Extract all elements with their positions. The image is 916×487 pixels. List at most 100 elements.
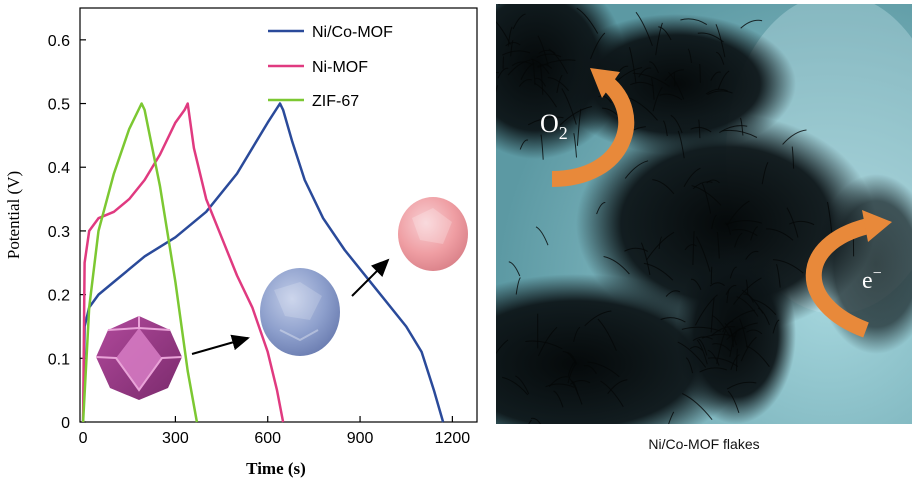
flake-fiber	[627, 97, 658, 121]
flake-fiber	[559, 106, 593, 126]
flake-fiber	[710, 71, 721, 81]
flake-fiber	[726, 381, 757, 390]
flake-fiber	[786, 207, 799, 238]
series-line-ni-mof	[81, 102, 285, 423]
flake-fiber	[690, 278, 702, 291]
flake-fiber	[553, 390, 564, 408]
flake-fiber	[655, 22, 663, 56]
flake-fiber	[750, 226, 759, 241]
flake-fiber	[765, 228, 794, 241]
flake-fiber	[761, 161, 769, 185]
series-line-ni-co-mof	[81, 102, 445, 423]
flake-fiber	[725, 222, 731, 235]
flake-fiber	[691, 185, 722, 206]
flake-fiber	[496, 21, 511, 45]
flake-fiber	[734, 232, 743, 248]
flake-fiber	[727, 390, 740, 414]
flake-fiber	[534, 77, 546, 87]
y-axis-label: Potential (V)	[4, 171, 23, 259]
electron-arrow	[805, 210, 892, 338]
y-tick-label: 0.3	[48, 224, 70, 241]
flake-fiber	[697, 32, 724, 43]
flake-fiber	[739, 318, 748, 348]
flake-fiber	[733, 277, 762, 305]
x-axis-ticks: 0 300 600 900 1200	[79, 416, 470, 447]
flake-fiber	[745, 345, 770, 367]
flake-fiber	[583, 365, 597, 374]
legend-label-zif67: ZIF-67	[312, 93, 359, 110]
flake-fiber	[716, 51, 725, 65]
flake-fiber	[722, 321, 734, 333]
flake-fiber	[505, 41, 521, 47]
flake-fiber	[624, 160, 649, 179]
x-axis-label: Time (s)	[246, 459, 306, 478]
tem-caption: Ni/Co-MOF flakes	[648, 436, 760, 452]
arrow-to-nimof	[191, 334, 250, 355]
flake-fiber	[726, 200, 750, 226]
flake-fiber	[562, 351, 577, 364]
flake-fiber	[668, 411, 675, 424]
flake-fiber	[698, 338, 708, 356]
flake-fiber	[715, 24, 726, 58]
flake-fiber	[567, 376, 583, 405]
y-tick-label: 0.2	[48, 288, 70, 305]
flake-fiber	[681, 326, 722, 332]
flake-fiber	[662, 120, 668, 137]
flake-fiber	[707, 90, 733, 96]
flake-fiber	[515, 375, 530, 395]
flake-fiber	[677, 130, 685, 159]
flake-fiber	[695, 236, 711, 272]
flake-fiber	[716, 231, 720, 259]
flake-fiber	[685, 357, 694, 374]
flake-fiber	[527, 116, 564, 126]
flake-fiber	[570, 380, 591, 385]
flake-fiber	[721, 129, 758, 138]
flake-fiber	[730, 354, 740, 371]
flake-fiber	[597, 318, 617, 351]
flake-fiber	[512, 13, 526, 30]
flake-fiber	[716, 329, 727, 364]
flake-fiber	[510, 39, 514, 57]
flake-fiber	[729, 332, 737, 357]
legend-label-nimof: Ni-MOF	[312, 59, 368, 76]
flake-fiber	[670, 114, 683, 134]
flake-fiber	[640, 242, 651, 275]
flake-fiber	[556, 74, 563, 93]
flake-fiber	[668, 71, 685, 100]
flake-fiber	[496, 72, 500, 74]
charge-discharge-chart: 0 0.1 0.2 0.3 0.4 0.5 0.6 0 300 600 900 1200 Poten…	[4, 7, 478, 478]
flake-fiber	[699, 367, 727, 373]
flake-fiber	[652, 86, 663, 112]
flake-fiber	[690, 126, 712, 133]
flake-fiber	[677, 341, 707, 368]
flake-fiber	[603, 256, 630, 275]
flake-fiber	[729, 327, 734, 341]
flake-fiber	[701, 183, 712, 214]
flake-fiber	[587, 361, 620, 378]
flake-fiber	[772, 259, 804, 274]
flake-fiber	[525, 340, 563, 350]
flake-fiber	[709, 282, 725, 287]
flake-fiber	[632, 72, 670, 87]
flake-fiber	[508, 261, 521, 277]
flake-fiber	[680, 18, 708, 26]
flake-fiber	[520, 62, 535, 81]
flake-fiber	[705, 88, 728, 95]
legend-label-nicomof: Ni/Co-MOF	[312, 24, 393, 41]
x-tick-label: 600	[254, 430, 281, 447]
flake-fiber	[711, 214, 717, 229]
flake-fiber	[635, 11, 653, 46]
arrow-to-nicomof	[351, 258, 390, 297]
flake-fiber	[519, 139, 529, 150]
nicomof-sphere-illustration	[398, 197, 468, 271]
flake-fiber	[692, 181, 713, 190]
flake-fiber	[518, 78, 533, 87]
flake-fiber	[708, 357, 739, 368]
flake-fiber	[731, 228, 758, 237]
electron-label: e−	[862, 265, 882, 294]
flake-fiber	[538, 49, 556, 54]
flake-fiber	[511, 61, 533, 67]
flake-fiber	[698, 119, 701, 139]
flake-fiber	[573, 326, 581, 342]
flake-fiber	[665, 290, 681, 297]
